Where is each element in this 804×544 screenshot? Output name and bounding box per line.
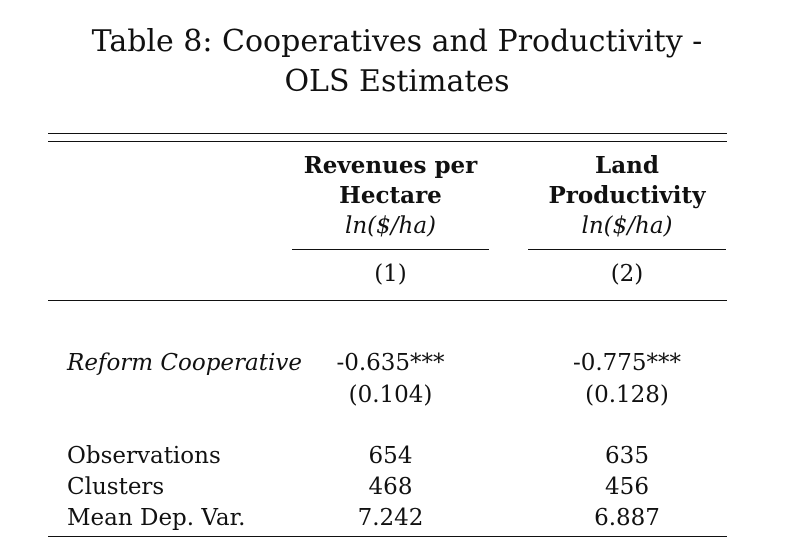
- column-1-unit: ln($/ha): [344, 213, 437, 239]
- coef-value-1: -0.635***: [336, 350, 445, 376]
- observations-value-2: 635: [605, 443, 649, 469]
- column-1-number: (1): [374, 261, 407, 287]
- column-2-underline: [528, 249, 726, 251]
- column-2-unit: ln($/ha): [581, 213, 673, 239]
- std-error-1: (0.104): [348, 382, 433, 408]
- table-title-line-1: Table 8: Cooperatives and Productivity -: [91, 24, 703, 59]
- coef-value-2: -0.775***: [572, 350, 682, 376]
- stats-label-mean-dep-var: Mean Dep. Var.: [67, 505, 246, 531]
- mean-dep-var-value-1: 7.242: [357, 505, 424, 531]
- top-rule-lower: [48, 141, 727, 143]
- table-title-line-2: OLS Estimates: [284, 64, 510, 99]
- top-rule-upper: [48, 133, 727, 135]
- coef-row-label: Reform Cooperative: [67, 350, 302, 376]
- stats-label-clusters: Clusters: [67, 474, 165, 500]
- column-2-header-line-2: Productivity: [548, 182, 706, 209]
- column-1-header-line-2: Hectare: [339, 182, 442, 209]
- column-1-header-line-1: Revenues per: [303, 152, 478, 179]
- observations-value-1: 654: [368, 443, 413, 469]
- stats-label-observations: Observations: [67, 443, 221, 469]
- mean-dep-var-value-2: 6.887: [594, 505, 660, 531]
- column-2-number: (2): [610, 261, 644, 287]
- column-1-underline: [292, 249, 489, 251]
- clusters-value-2: 456: [605, 474, 649, 500]
- std-error-2: (0.128): [585, 382, 669, 408]
- header-bottom-rule: [48, 300, 727, 302]
- bottom-rule: [48, 536, 727, 538]
- column-2-header-line-1: Land: [595, 152, 659, 179]
- clusters-value-1: 468: [368, 474, 413, 500]
